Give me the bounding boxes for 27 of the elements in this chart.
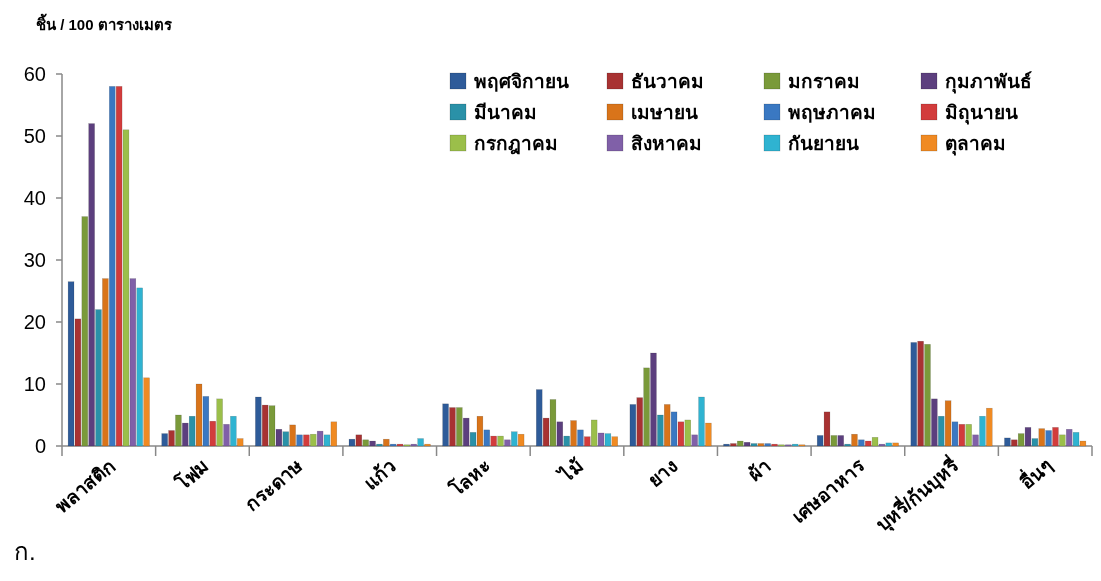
legend-label: กุมภาพันธ์ [945, 71, 1032, 94]
legend-label: สิงหาคม [631, 133, 702, 154]
legend-label: กรกฎาคม [474, 133, 558, 155]
legend-label: พฤษภาคม [788, 102, 876, 123]
y-tick-label: 40 [23, 187, 46, 209]
y-tick-label: 0 [34, 435, 46, 457]
x-tick-label: โฟม [170, 454, 214, 495]
legend-label: พฤศจิกายน [474, 71, 569, 92]
legend-label: มกราคม [788, 71, 860, 92]
y-tick-label: 20 [23, 311, 46, 333]
legend-label: ตุลาคม [945, 133, 1006, 156]
legend-label: เมษายน [631, 102, 698, 123]
text: ก. [14, 538, 36, 565]
x-tick-label: แก้ว [359, 454, 401, 494]
y-tick-label: 10 [23, 373, 46, 395]
y-axis-title: ชิ้น / 100 ตารางเมตร [36, 13, 173, 33]
y-tick-label: 30 [23, 249, 46, 271]
legend-label: ธันวาคม [631, 71, 704, 92]
legend-label: มีนาคม [474, 102, 537, 123]
x-tick-label: ยาง [643, 454, 682, 491]
legend-label: มิถุนายน [945, 102, 1018, 125]
legend-label: กันยายน [788, 133, 859, 154]
y-tick-label: 50 [23, 125, 46, 147]
x-tick-label: อื่นๆ [1014, 452, 1056, 493]
x-tick-label: ผ้า [744, 454, 775, 486]
y-tick-label: 60 [23, 63, 46, 85]
x-tick-label: ไม้ [554, 454, 588, 488]
